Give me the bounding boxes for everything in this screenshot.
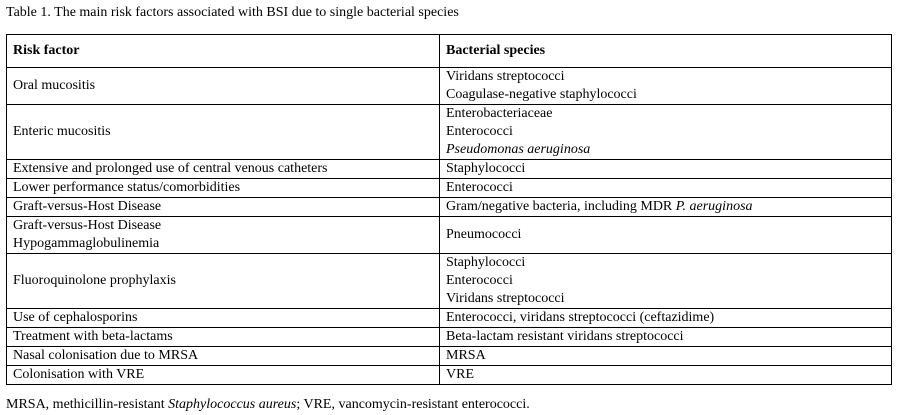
risk-factor-line: Graft-versus-Host Disease (13, 218, 162, 233)
species-text: Pneumococci (446, 227, 522, 242)
header-bacterial-species: Bacterial species (439, 34, 892, 68)
species-line: MRSA (446, 347, 891, 365)
species-text: Enterococci (446, 124, 513, 139)
bacterial-species-cell: VRE (439, 365, 892, 385)
species-italic-name: P. aeruginosa (675, 199, 753, 214)
risk-factor-line: Fluoroquinolone prophylaxis (13, 273, 176, 288)
bacterial-species-cell: Staphylococci Enterococci Viridans strepto… (439, 253, 892, 309)
species-line: Enterococci (446, 179, 891, 197)
bacterial-species-cell: Pneumococci (439, 216, 892, 254)
risk-factor-cell: Lower performance status/comorbidities (6, 178, 440, 198)
risk-factor-cell: Treatment with beta-lactams (6, 327, 440, 347)
species-line: Viridans streptococci (446, 290, 891, 308)
species-text: Staphylococci (446, 161, 526, 176)
table-row: Extensive and prolonged use of central v… (6, 159, 892, 179)
risk-factor-line: Hypogammaglobulinemia (13, 236, 160, 251)
table-row: Nasal colonisation due to MRSA MRSA (6, 346, 892, 366)
risk-factor-line: Extensive and prolonged use of central v… (13, 161, 328, 176)
bacterial-species-cell: Beta-lactam resistant viridans streptoco… (439, 327, 892, 347)
bacterial-species-cell: Enterococci (439, 178, 892, 198)
footnote-text-before: MRSA, methicillin-resistant (6, 397, 169, 412)
risk-factor-cell: Use of cephalosporins (6, 308, 440, 328)
risk-factor-cell: Graft-versus-Host Disease (6, 197, 440, 217)
risk-factor-line: Colonisation with VRE (13, 367, 145, 382)
table-row: Graft-versus-Host Disease Hypogammaglobul… (6, 216, 892, 254)
species-text: Staphylococci (446, 255, 526, 270)
species-line: Staphylococci (446, 254, 891, 272)
species-line: Enterococci (446, 272, 891, 290)
table-row: Lower performance status/comorbidities En… (6, 178, 892, 198)
species-text: Beta-lactam resistant viridans streptoco… (446, 329, 684, 344)
species-italic-name: Pseudomonas aeruginosa (446, 142, 591, 157)
table-row: Oral mucositis Viridans streptococci Coagu… (6, 67, 892, 105)
risk-factor-cell: Enteric mucositis (6, 104, 440, 160)
table-row: Fluoroquinolone prophylaxis Staphylococci… (6, 253, 892, 309)
bacterial-species-cell: Staphylococci (439, 159, 892, 179)
species-text: Enterococci, viridans streptococci (ceft… (446, 310, 715, 325)
bacterial-species-cell: Gram/negative bacteria, including MDR P.… (439, 197, 892, 217)
table-caption: Table 1. The main risk factors associate… (6, 5, 459, 20)
table-footnote: MRSA, methicillin-resistant Staphylococc… (6, 396, 530, 414)
species-text: VRE (446, 367, 474, 382)
species-text: Enterobacteriaceae (446, 106, 553, 121)
species-line: Gram/negative bacteria, including MDR P.… (446, 198, 891, 216)
risk-factor-cell: Oral mucositis (6, 67, 440, 105)
bacterial-species-cell: Viridans streptococci Coagulase-negative … (439, 67, 892, 105)
species-line: Pseudomonas aeruginosa (446, 141, 891, 159)
table-row: Graft-versus-Host Disease Gram/negative b… (6, 197, 892, 217)
risk-factor-line: Lower performance status/comorbidities (13, 180, 241, 195)
risk-factor-cell: Fluoroquinolone prophylaxis (6, 253, 440, 309)
risk-factor-line: Enteric mucositis (13, 124, 111, 139)
species-line: Pneumococci (446, 226, 891, 244)
footnote-text-after: ; VRE, vancomycin-resistant enterococci. (296, 397, 530, 412)
species-text: Coagulase-negative staphylococci (446, 87, 637, 102)
species-line: Enterococci (446, 123, 891, 141)
species-text: Enterococci (446, 180, 513, 195)
species-text: Viridans streptococci (446, 291, 565, 306)
risk-factor-line: Treatment with beta-lactams (13, 329, 173, 344)
species-line: Staphylococci (446, 160, 891, 178)
risk-factor-cell: Nasal colonisation due to MRSA (6, 346, 440, 366)
risk-factor-cell: Graft-versus-Host Disease Hypogammaglobul… (6, 216, 440, 254)
species-text: Viridans streptococci (446, 69, 565, 84)
risk-factor-cell: Extensive and prolonged use of central v… (6, 159, 440, 179)
species-text: Gram/negative bacteria, including MDR (446, 199, 676, 214)
risk-factor-line: Graft-versus-Host Disease (13, 199, 162, 214)
header-risk-factor: Risk factor (6, 34, 440, 68)
species-text: Enterococci (446, 273, 513, 288)
bacterial-species-cell: MRSA (439, 346, 892, 366)
species-line: VRE (446, 366, 891, 384)
risk-factor-line: Oral mucositis (13, 78, 96, 93)
bacterial-species-cell: Enterobacteriaceae Enterococci Pseudomonas… (439, 104, 892, 160)
risk-factor-line: Nasal colonisation due to MRSA (13, 348, 199, 363)
footnote-italic-species: Staphylococcus aureus (168, 397, 297, 412)
species-text: MRSA (446, 348, 486, 363)
risk-factor-line: Use of cephalosporins (13, 310, 138, 325)
table-row: Colonisation with VRE VRE (6, 365, 892, 385)
risk-factor-cell: Colonisation with VRE (6, 365, 440, 385)
table-row: Use of cephalosporins Enterococci, virida… (6, 308, 892, 328)
table-row: Enteric mucositis Enterobacteriaceae Enter… (6, 104, 892, 160)
species-line: Enterococci, viridans streptococci (ceft… (446, 309, 891, 327)
bacterial-species-cell: Enterococci, viridans streptococci (ceft… (439, 308, 892, 328)
species-line: Enterobacteriaceae (446, 105, 891, 123)
risk-factor-table: Risk factor Bacterial species Oral mucos… (6, 34, 892, 385)
table-header-row: Risk factor Bacterial species (6, 34, 892, 68)
table-row: Treatment with beta-lactams Beta-lactam r… (6, 327, 892, 347)
species-line: Coagulase-negative staphylococci (446, 86, 891, 104)
species-line: Viridans streptococci (446, 68, 891, 86)
species-line: Beta-lactam resistant viridans streptoco… (446, 328, 891, 346)
